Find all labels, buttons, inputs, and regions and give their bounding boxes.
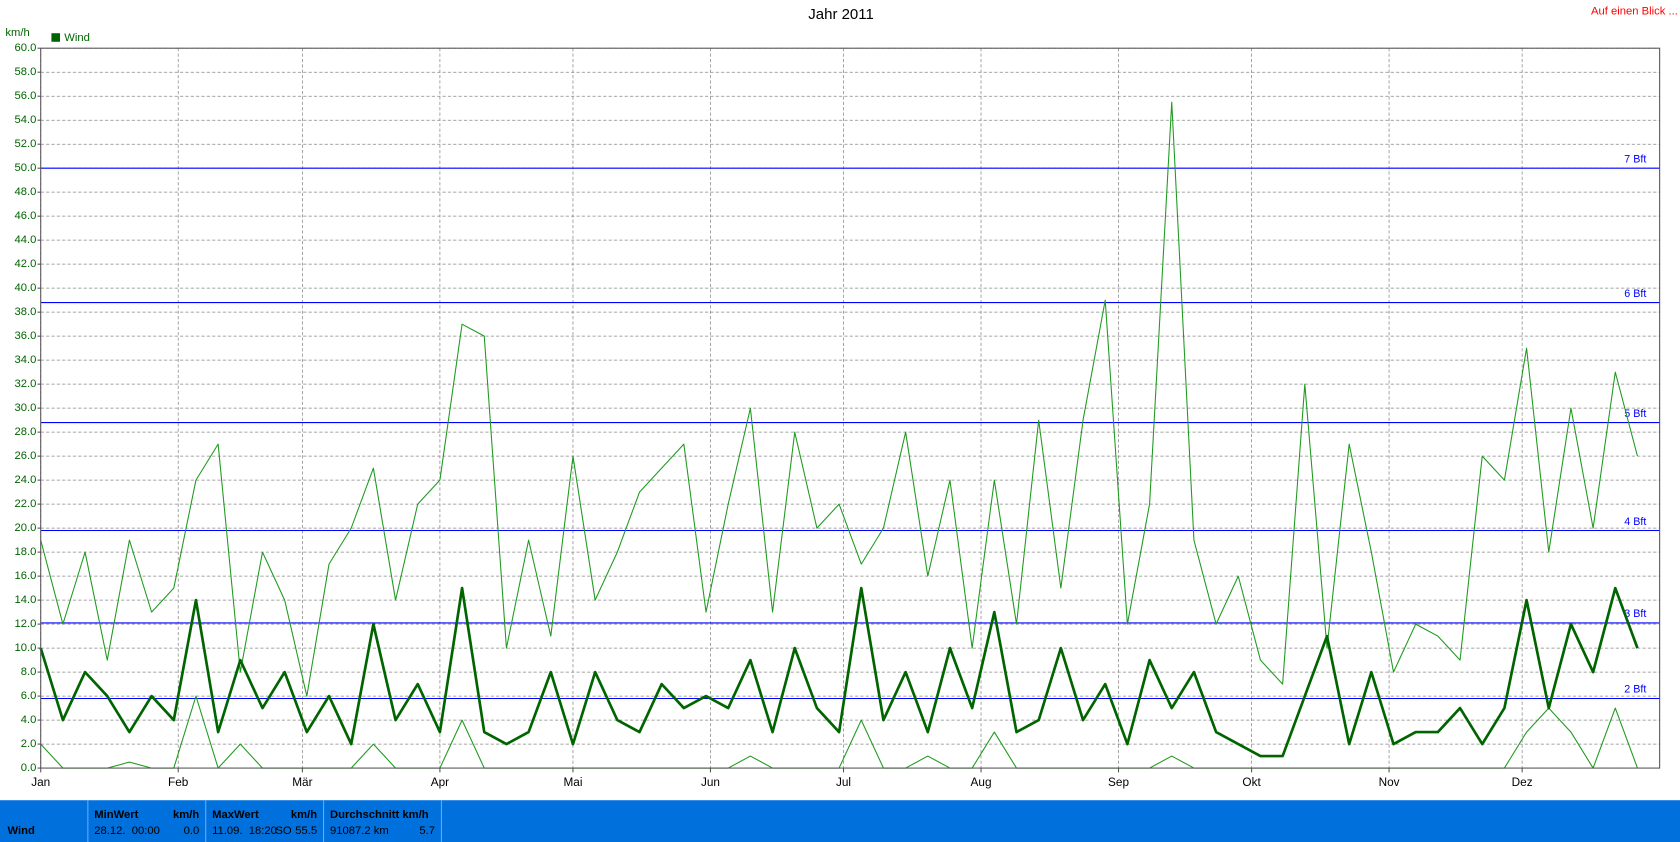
y-tick-label: 56.0 — [15, 90, 37, 102]
y-tick-label: 50.0 — [15, 162, 37, 174]
y-tick-label: 8.0 — [21, 666, 37, 678]
y-tick-label: 2.0 — [21, 738, 37, 750]
y-tick-label: 52.0 — [15, 138, 37, 150]
summary-background — [0, 800, 1680, 842]
max-direction: SO — [275, 825, 291, 837]
y-tick-label: 32.0 — [15, 378, 37, 390]
x-tick-label: Mär — [292, 776, 312, 789]
max-time: 11.09. 18:20 — [212, 825, 277, 837]
min-header: MinWert — [94, 809, 138, 821]
reference-label: 4 Bft — [1624, 516, 1646, 528]
y-tick-label: 10.0 — [15, 642, 37, 654]
grid: 0.0 2.0 4.0 6.0 8.0 10.0 12.0 14.0 16.0 18.0 20.0 2… — [15, 42, 1660, 789]
max-header: MaxWert — [212, 809, 259, 821]
legend-swatch — [51, 33, 60, 42]
x-tick-label: Sep — [1108, 776, 1129, 789]
y-tick-label: 6.0 — [21, 690, 37, 702]
x-tick-label: Okt — [1242, 776, 1261, 789]
min-time: 28.12. 00:00 — [94, 825, 160, 837]
y-tick-label: 38.0 — [15, 306, 37, 318]
y-tick-label: 28.0 — [15, 426, 37, 438]
series-line — [40, 101, 1638, 697]
x-tick-label: Dez — [1512, 776, 1533, 789]
min-unit: km/h — [173, 809, 199, 821]
x-tick-label: Apr — [431, 776, 449, 789]
series-line — [39, 586, 1639, 758]
row-label: Wind — [8, 825, 35, 837]
reference-label: 7 Bft — [1624, 153, 1646, 165]
summary-bar: Wind MinWert km/h 28.12. 00:00 0.0 MaxWe… — [0, 800, 1680, 842]
y-tick-label: 46.0 — [15, 210, 37, 222]
x-tick-label: Jun — [701, 776, 720, 789]
y-tick-label: 60.0 — [15, 42, 37, 54]
y-tick-label: 14.0 — [15, 594, 37, 606]
y-tick-label: 24.0 — [15, 474, 37, 486]
y-tick-label: 0.0 — [21, 762, 37, 774]
x-tick-label: Nov — [1379, 776, 1400, 789]
x-tick-label: Jul — [836, 776, 851, 789]
x-tick-label: Mai — [563, 776, 582, 789]
y-tick-label: 4.0 — [21, 714, 37, 726]
y-tick-label: 36.0 — [15, 330, 37, 342]
y-tick-label: 40.0 — [15, 282, 37, 294]
avg-distance: 91087.2 km — [330, 825, 389, 837]
avg-header: Durchschnitt km/h — [330, 809, 429, 821]
max-value: 55.5 — [295, 825, 317, 837]
y-tick-label: 48.0 — [15, 186, 37, 198]
avg-value: 5.7 — [419, 825, 435, 837]
y-tick-label: 34.0 — [15, 354, 37, 366]
reference-label: 6 Bft — [1624, 288, 1646, 300]
y-tick-label: 18.0 — [15, 546, 37, 558]
reference-label: 5 Bft — [1624, 408, 1646, 420]
x-tick-label: Aug — [971, 776, 992, 789]
x-tick-label: Jan — [31, 776, 50, 789]
y-axis-label: km/h — [5, 27, 29, 39]
y-tick-label: 44.0 — [15, 234, 37, 246]
min-value: 0.0 — [184, 825, 200, 837]
max-unit: km/h — [291, 809, 317, 821]
y-tick-label: 20.0 — [15, 522, 37, 534]
y-tick-label: 26.0 — [15, 450, 37, 462]
overview-link[interactable]: Auf einen Blick ... — [1591, 6, 1678, 18]
y-tick-label: 54.0 — [15, 114, 37, 126]
plot-border — [40, 47, 1661, 769]
chart-title: Jahr 2011 — [808, 6, 874, 23]
x-tick-label: Feb — [168, 776, 189, 789]
y-tick-label: 12.0 — [15, 618, 37, 630]
reference-label: 2 Bft — [1624, 684, 1646, 696]
y-tick-label: 22.0 — [15, 498, 37, 510]
y-tick-label: 58.0 — [15, 66, 37, 78]
reference-label: 3 Bft — [1624, 608, 1646, 620]
legend: Wind — [51, 32, 90, 44]
y-tick-label: 42.0 — [15, 258, 37, 270]
y-tick-label: 30.0 — [15, 402, 37, 414]
legend-label: Wind — [64, 32, 90, 44]
y-tick-label: 16.0 — [15, 570, 37, 582]
